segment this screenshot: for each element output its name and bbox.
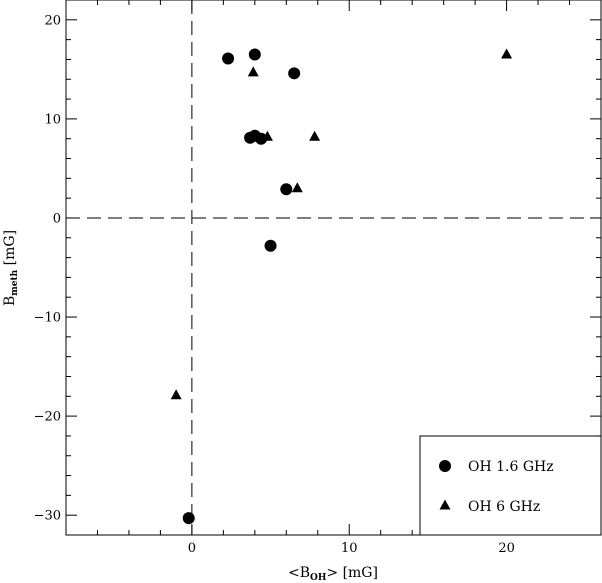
legend: OH 1.6 GHz OH 6 GHz: [419, 435, 602, 536]
data-point-circle: [255, 132, 268, 145]
y-axis-label: Bmeth [mG]: [2, 230, 20, 306]
y-tick-label: 20: [44, 13, 61, 28]
data-point-triangle: [501, 48, 513, 59]
data-point-triangle: [170, 389, 182, 400]
data-point-circle: [248, 48, 261, 61]
x-tick-label: 10: [341, 541, 358, 556]
x-tick-label: 20: [498, 541, 515, 556]
x-tick-label: 0: [188, 541, 196, 556]
data-point-triangle: [309, 130, 321, 141]
data-points: [170, 48, 513, 525]
data-point-circle: [288, 67, 301, 80]
data-point-triangle: [291, 182, 303, 193]
data-point-circle: [222, 52, 235, 65]
data-point-triangle: [247, 66, 259, 77]
y-tick-label: −30: [34, 509, 61, 524]
data-point-triangle: [261, 130, 273, 141]
reference-lines: [66, 0, 601, 535]
legend-marker-circle: [439, 460, 451, 472]
legend-marker-triangle: [439, 499, 451, 510]
y-tick-label: 10: [44, 112, 61, 127]
y-tick-label: −10: [34, 311, 61, 326]
legend-box: [419, 435, 602, 536]
legend-label-oh-1-6: OH 1.6 GHz: [468, 459, 554, 475]
plot-frame: [65, 0, 602, 536]
legend-label-oh-6: OH 6 GHz: [468, 499, 540, 515]
data-point-circle: [182, 512, 195, 525]
data-point-circle: [264, 239, 277, 252]
tick-labels: 0 10 20 −30 −20 −10 0 10 20: [34, 13, 515, 556]
y-tick-label: 0: [53, 211, 61, 226]
x-axis-label: <BOH> [mG]: [288, 565, 378, 583]
y-tick-label: −20: [34, 410, 61, 425]
data-point-circle: [280, 183, 293, 196]
